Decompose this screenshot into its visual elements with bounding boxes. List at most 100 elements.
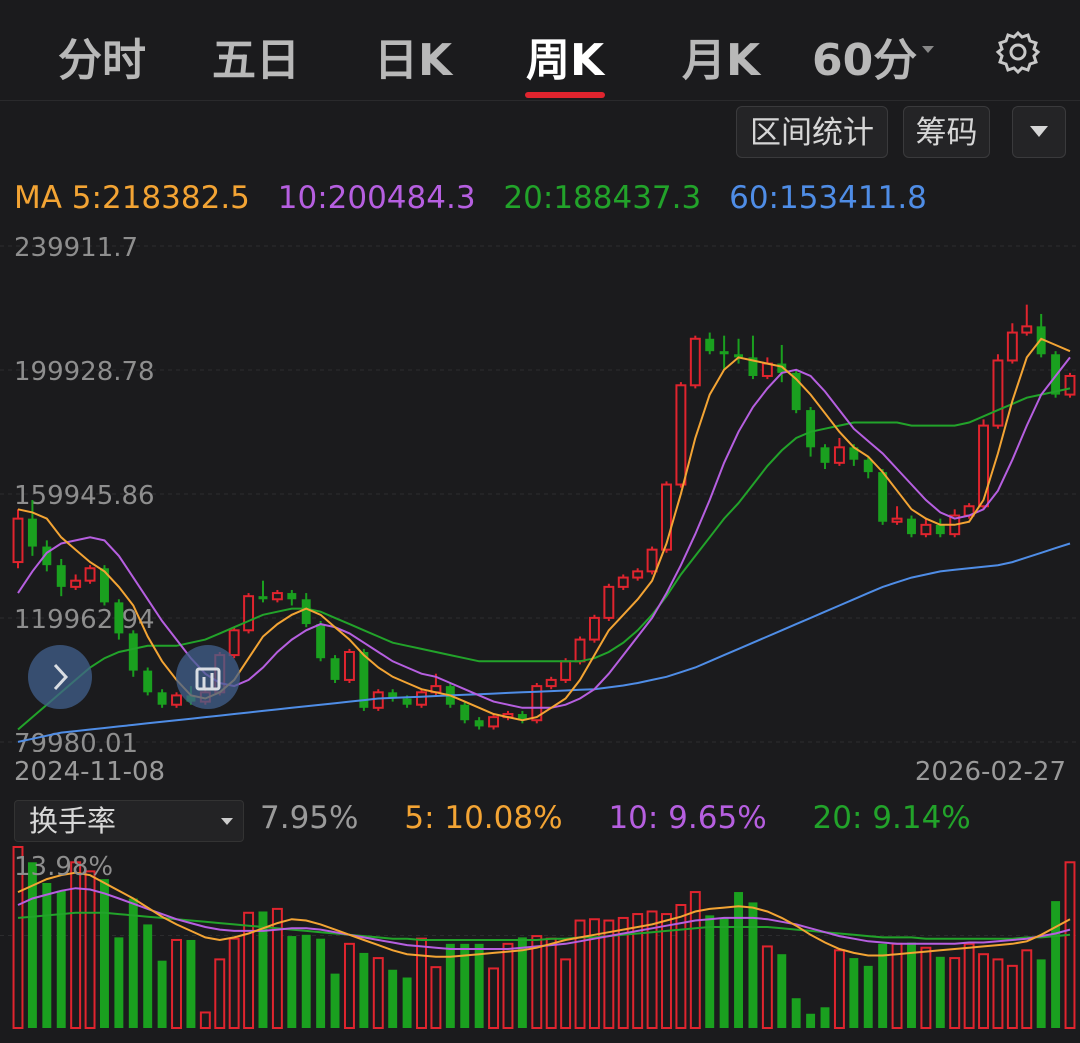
candle-body	[603, 585, 615, 619]
turnover-bar	[143, 924, 153, 1028]
turnover-bar	[632, 913, 644, 1029]
candle-body	[806, 410, 816, 448]
turnover-bar	[430, 966, 442, 1029]
turnover-bar	[734, 892, 744, 1028]
candle-body	[935, 524, 945, 535]
turnover-bar	[416, 937, 427, 1029]
expand-button[interactable]	[28, 645, 92, 709]
ma20-line	[17, 387, 1071, 731]
turnover-ma10: 10: 9.65%	[608, 800, 767, 836]
start-date: 2024-11-08	[14, 757, 166, 787]
candlestick-chart[interactable]: 239911.7 199928.78 159945.86 119962.94 79980…	[0, 232, 1080, 752]
candle-body	[416, 691, 427, 706]
turnover-bar	[963, 942, 975, 1029]
candle-body	[171, 694, 182, 706]
tab-weekly-k[interactable]: 周K	[526, 35, 605, 86]
candle-body	[84, 567, 96, 582]
candle-body	[978, 424, 990, 508]
turnover-bar	[849, 958, 859, 1028]
turnover-bar	[301, 934, 311, 1028]
candle-body	[531, 685, 543, 722]
candle-body	[617, 576, 629, 588]
turnover-bar	[1021, 949, 1033, 1029]
turnover-bar	[488, 967, 500, 1029]
candle-body	[330, 658, 340, 680]
analysis-button[interactable]	[176, 645, 240, 709]
candle-body	[1006, 331, 1018, 362]
turnover-bar	[1006, 964, 1018, 1030]
range-stats-button[interactable]: 区间统计	[736, 106, 888, 158]
turnover-bar	[1051, 901, 1061, 1028]
turnover-bar	[689, 891, 701, 1029]
candle-body	[343, 650, 355, 681]
turnover-bar	[186, 939, 196, 1028]
turnover-bar	[978, 953, 990, 1029]
turnover-bar	[878, 943, 888, 1028]
turnover-ma5-line	[17, 871, 1071, 958]
turnover-bar	[920, 946, 932, 1029]
candle-body	[372, 691, 384, 709]
turnover-bar	[56, 890, 66, 1028]
gear-icon[interactable]	[994, 28, 1042, 76]
ma5-value: MA 5:218382.5	[14, 180, 250, 216]
candle-body	[863, 459, 873, 473]
candle-body	[588, 616, 600, 641]
turnover-bar	[1036, 959, 1046, 1028]
chevron-down-icon[interactable]	[922, 46, 934, 53]
turnover-bar	[907, 942, 916, 1028]
turnover-bar	[27, 862, 37, 1028]
y-axis-label: 159945.86	[14, 481, 155, 511]
turnover-bar	[761, 945, 773, 1029]
more-dropdown-button[interactable]	[1012, 106, 1066, 158]
ma60-line	[17, 542, 1071, 743]
turnover-bar	[705, 915, 715, 1028]
candle-body	[777, 363, 787, 373]
turnover-bar	[316, 938, 326, 1028]
turnover-bar	[863, 965, 873, 1028]
y-axis-label: 239911.7	[14, 233, 138, 263]
turnover-legend: 7.95% 5: 10.08% 10: 9.65% 20: 9.14%	[260, 800, 1007, 836]
tab-60min[interactable]: 60分	[812, 35, 918, 86]
candle-body	[12, 517, 24, 564]
candle-body	[705, 338, 715, 352]
indicator-select[interactable]: 换手率	[14, 800, 244, 842]
turnover-bar	[70, 861, 82, 1029]
turnover-bar	[661, 913, 672, 1029]
turnover-chart[interactable]: 13.98%	[0, 843, 1080, 1043]
y-axis-label: 119962.94	[14, 605, 155, 635]
turnover-bar	[359, 952, 369, 1028]
turnover-bar	[128, 898, 138, 1028]
turnover-bar	[271, 907, 283, 1029]
candle-body	[316, 624, 326, 659]
turnover-bar	[806, 1013, 816, 1028]
turnover-bar	[330, 973, 340, 1028]
ma60-value: 60:153411.8	[729, 180, 927, 216]
candle-body	[574, 638, 586, 663]
candle-body	[734, 354, 744, 358]
turnover-bar	[833, 949, 845, 1029]
candle-body	[992, 359, 1004, 427]
turnover-bar	[646, 910, 658, 1029]
active-tab-indicator	[525, 92, 605, 98]
turnover-bar	[719, 917, 729, 1028]
candle-body	[56, 565, 66, 587]
candle-body	[646, 548, 658, 573]
turnover-bar	[1064, 861, 1076, 1029]
candle-body	[545, 678, 557, 688]
turnover-bar	[171, 938, 182, 1029]
tab-daily-k[interactable]: 日K	[374, 35, 453, 86]
turnover-bar	[157, 960, 167, 1028]
turnover-bar	[517, 937, 527, 1028]
turnover-bar	[214, 958, 226, 1029]
candle-body	[675, 384, 687, 486]
tab-monthly-k[interactable]: 月K	[682, 35, 761, 86]
tab-five-day[interactable]: 五日	[212, 35, 300, 86]
turnover-bar	[588, 918, 600, 1029]
turnover-bar	[617, 916, 629, 1029]
candle-body	[517, 714, 527, 721]
chips-button[interactable]: 筹码	[903, 106, 990, 158]
tab-timeshare[interactable]: 分时	[58, 35, 146, 86]
candle-body	[791, 372, 801, 411]
turnover-bar	[228, 937, 240, 1029]
candle-body	[114, 602, 124, 634]
